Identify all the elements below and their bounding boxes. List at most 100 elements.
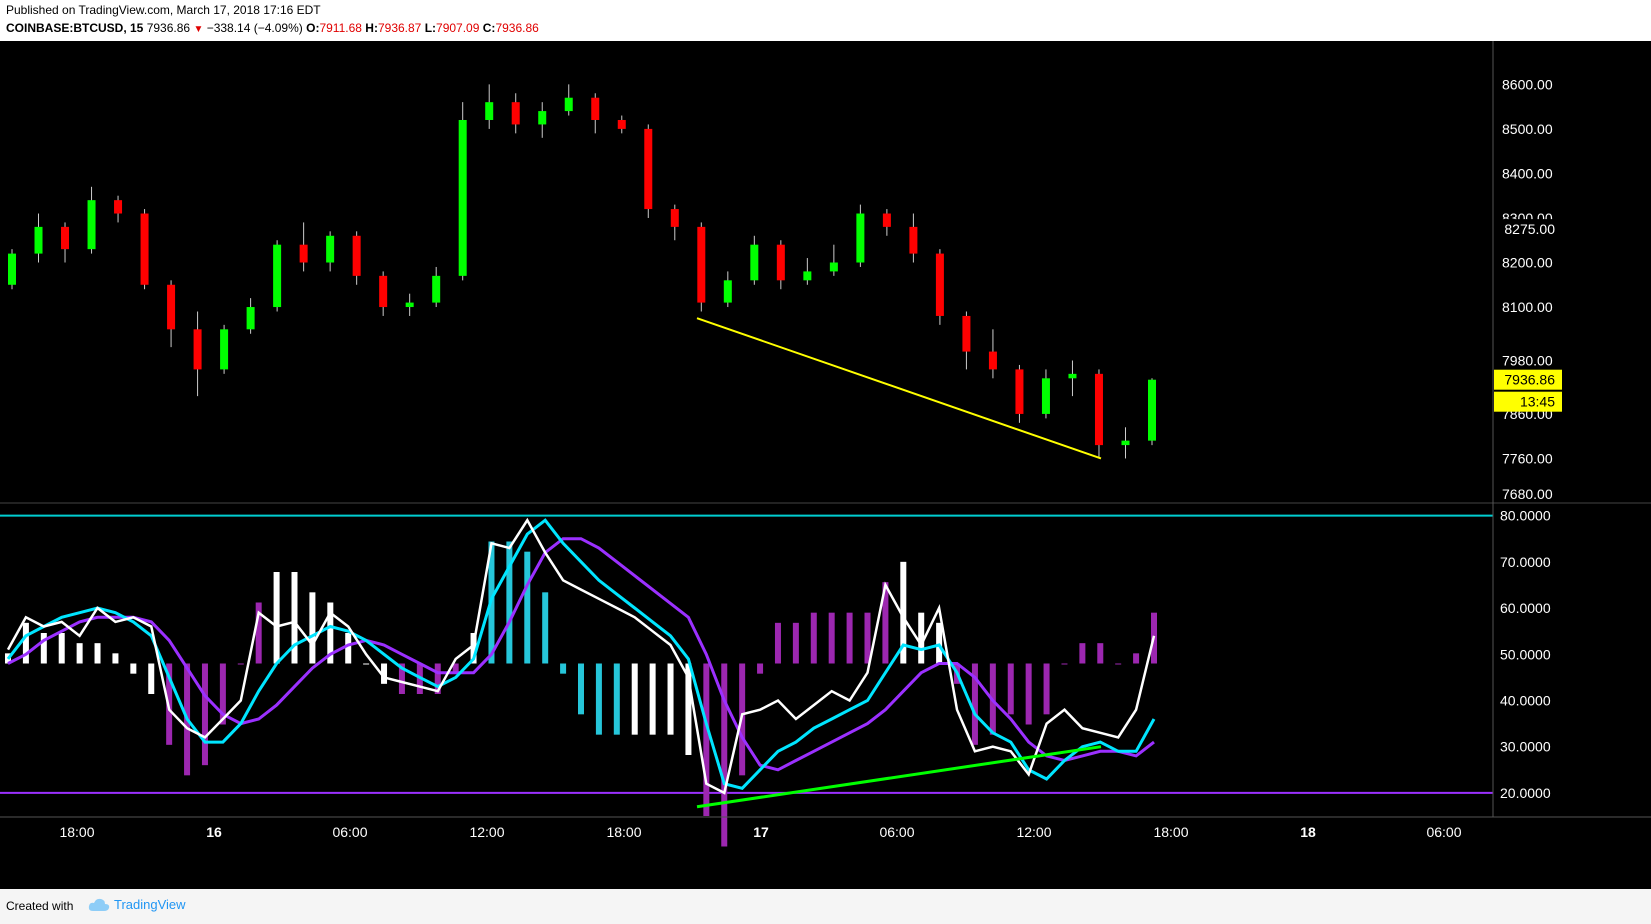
candle-body [299,244,308,263]
histogram-bar [613,663,620,735]
histogram-bar [76,643,83,664]
candle-body [1015,369,1024,414]
time-tick-label: 17 [753,824,769,840]
countdown-label: 13:45 [1520,394,1555,410]
histogram-bar [595,663,602,735]
histogram-bar [1061,663,1068,665]
low-label: L: [424,21,437,35]
histogram-bar [94,643,101,664]
time-tick-label: 12:00 [469,824,504,840]
histogram-bar [578,663,584,715]
histogram-bar [255,602,262,664]
candle-body [538,111,547,125]
time-tick-label: 18:00 [1153,824,1188,840]
candle-body [697,226,706,303]
candle-body [750,244,759,281]
candle-body [829,262,838,272]
brand-label: TradingView [114,897,186,912]
histogram-bar [1025,663,1032,725]
histogram-bar [900,561,907,664]
close-value: 7936.86 [495,21,539,35]
time-tick-label: 06:00 [1426,824,1461,840]
price-tick-label: 8200.00 [1502,255,1553,271]
open-label: O: [306,21,320,35]
candle-body [379,275,388,308]
histogram-bar [774,622,781,664]
histogram-bar [846,612,853,664]
oscillator-tick-label: 50.0000 [1500,646,1551,662]
histogram-bar [506,541,513,664]
created-with-label: Created with [6,899,74,913]
histogram-bar [40,633,47,664]
cloud-icon [88,898,110,911]
histogram-bar [130,663,137,674]
candle-body [405,302,414,308]
candle-body [8,253,16,285]
histogram-bar [398,663,405,694]
histogram-bar [201,663,208,766]
histogram-bar [542,592,549,664]
histogram-bar [363,663,370,665]
time-tick-label: 18:00 [59,824,94,840]
candle-body [1121,440,1130,446]
histogram-bar [792,622,799,664]
histogram-bar [1115,663,1122,665]
histogram-bar [434,663,441,694]
histogram-bar [148,663,155,694]
price-pane [8,84,1156,460]
candle-body [140,213,149,285]
tradingview-link[interactable]: TradingView [88,897,186,912]
candle-body [988,351,997,370]
candle-body [432,275,441,303]
last-price-label-box [1494,369,1562,390]
histogram-bar [470,633,477,664]
axes: 8600.008500.008400.008300.008200.008100.… [0,41,1651,840]
candle-body [1148,379,1156,441]
histogram-bar [1007,663,1014,715]
candle-body [1068,373,1077,379]
footer: Created with TradingView [0,889,1651,924]
last-price: 7936.86 [146,21,191,35]
time-tick-label: 18 [1300,824,1316,840]
histogram-bar [291,572,298,664]
candle-body [485,102,494,120]
time-tick-label: 12:00 [1016,824,1051,840]
high-label: H: [365,21,378,35]
histogram-bar [1079,643,1086,664]
histogram-bar [828,612,835,664]
rsi-line [6,517,1156,795]
price-tick-label: 8100.00 [1502,299,1553,315]
oscillator-tick-label: 20.0000 [1500,785,1551,801]
histogram-bar [757,663,764,674]
candle-body [803,271,812,281]
oscillator-tick-label: 60.0000 [1500,600,1551,616]
open-value: 7911.68 [319,21,362,35]
high-value: 7936.87 [377,21,422,35]
time-tick-label: 16 [206,824,222,840]
price-tick-label: 8400.00 [1502,165,1553,181]
candle-body [326,235,335,263]
histogram-bar [721,663,728,847]
candle-body [935,253,944,316]
candle-body [458,119,467,276]
time-tick-label: 06:00 [332,824,367,840]
candle-body [246,307,255,330]
candle-body [882,213,891,227]
candle-body [670,209,679,227]
histogram-bar [1043,663,1050,715]
histogram-bar [219,663,226,725]
slow-line [7,537,1155,772]
histogram-bar [58,633,65,664]
histogram-bar [273,572,280,664]
chart-area[interactable]: 8600.00 8500.00 8400.00 8300.00 8200.00 8100.… [0,41,1651,889]
high-price-label: 8275.00 [1504,221,1555,237]
candle-body [723,280,732,303]
histogram-bar [1133,653,1140,664]
histogram-bar [685,663,692,755]
candle-body [962,315,971,352]
chart-svg[interactable]: 8600.008500.008400.008300.008200.008100.… [0,41,1651,889]
candle-body [1041,378,1050,414]
ohlc-legend: COINBASE:BTCUSD, 15 7936.86 ▼ −338.14 (−… [6,21,539,35]
candle-body [776,244,785,281]
candle-body [644,128,653,210]
